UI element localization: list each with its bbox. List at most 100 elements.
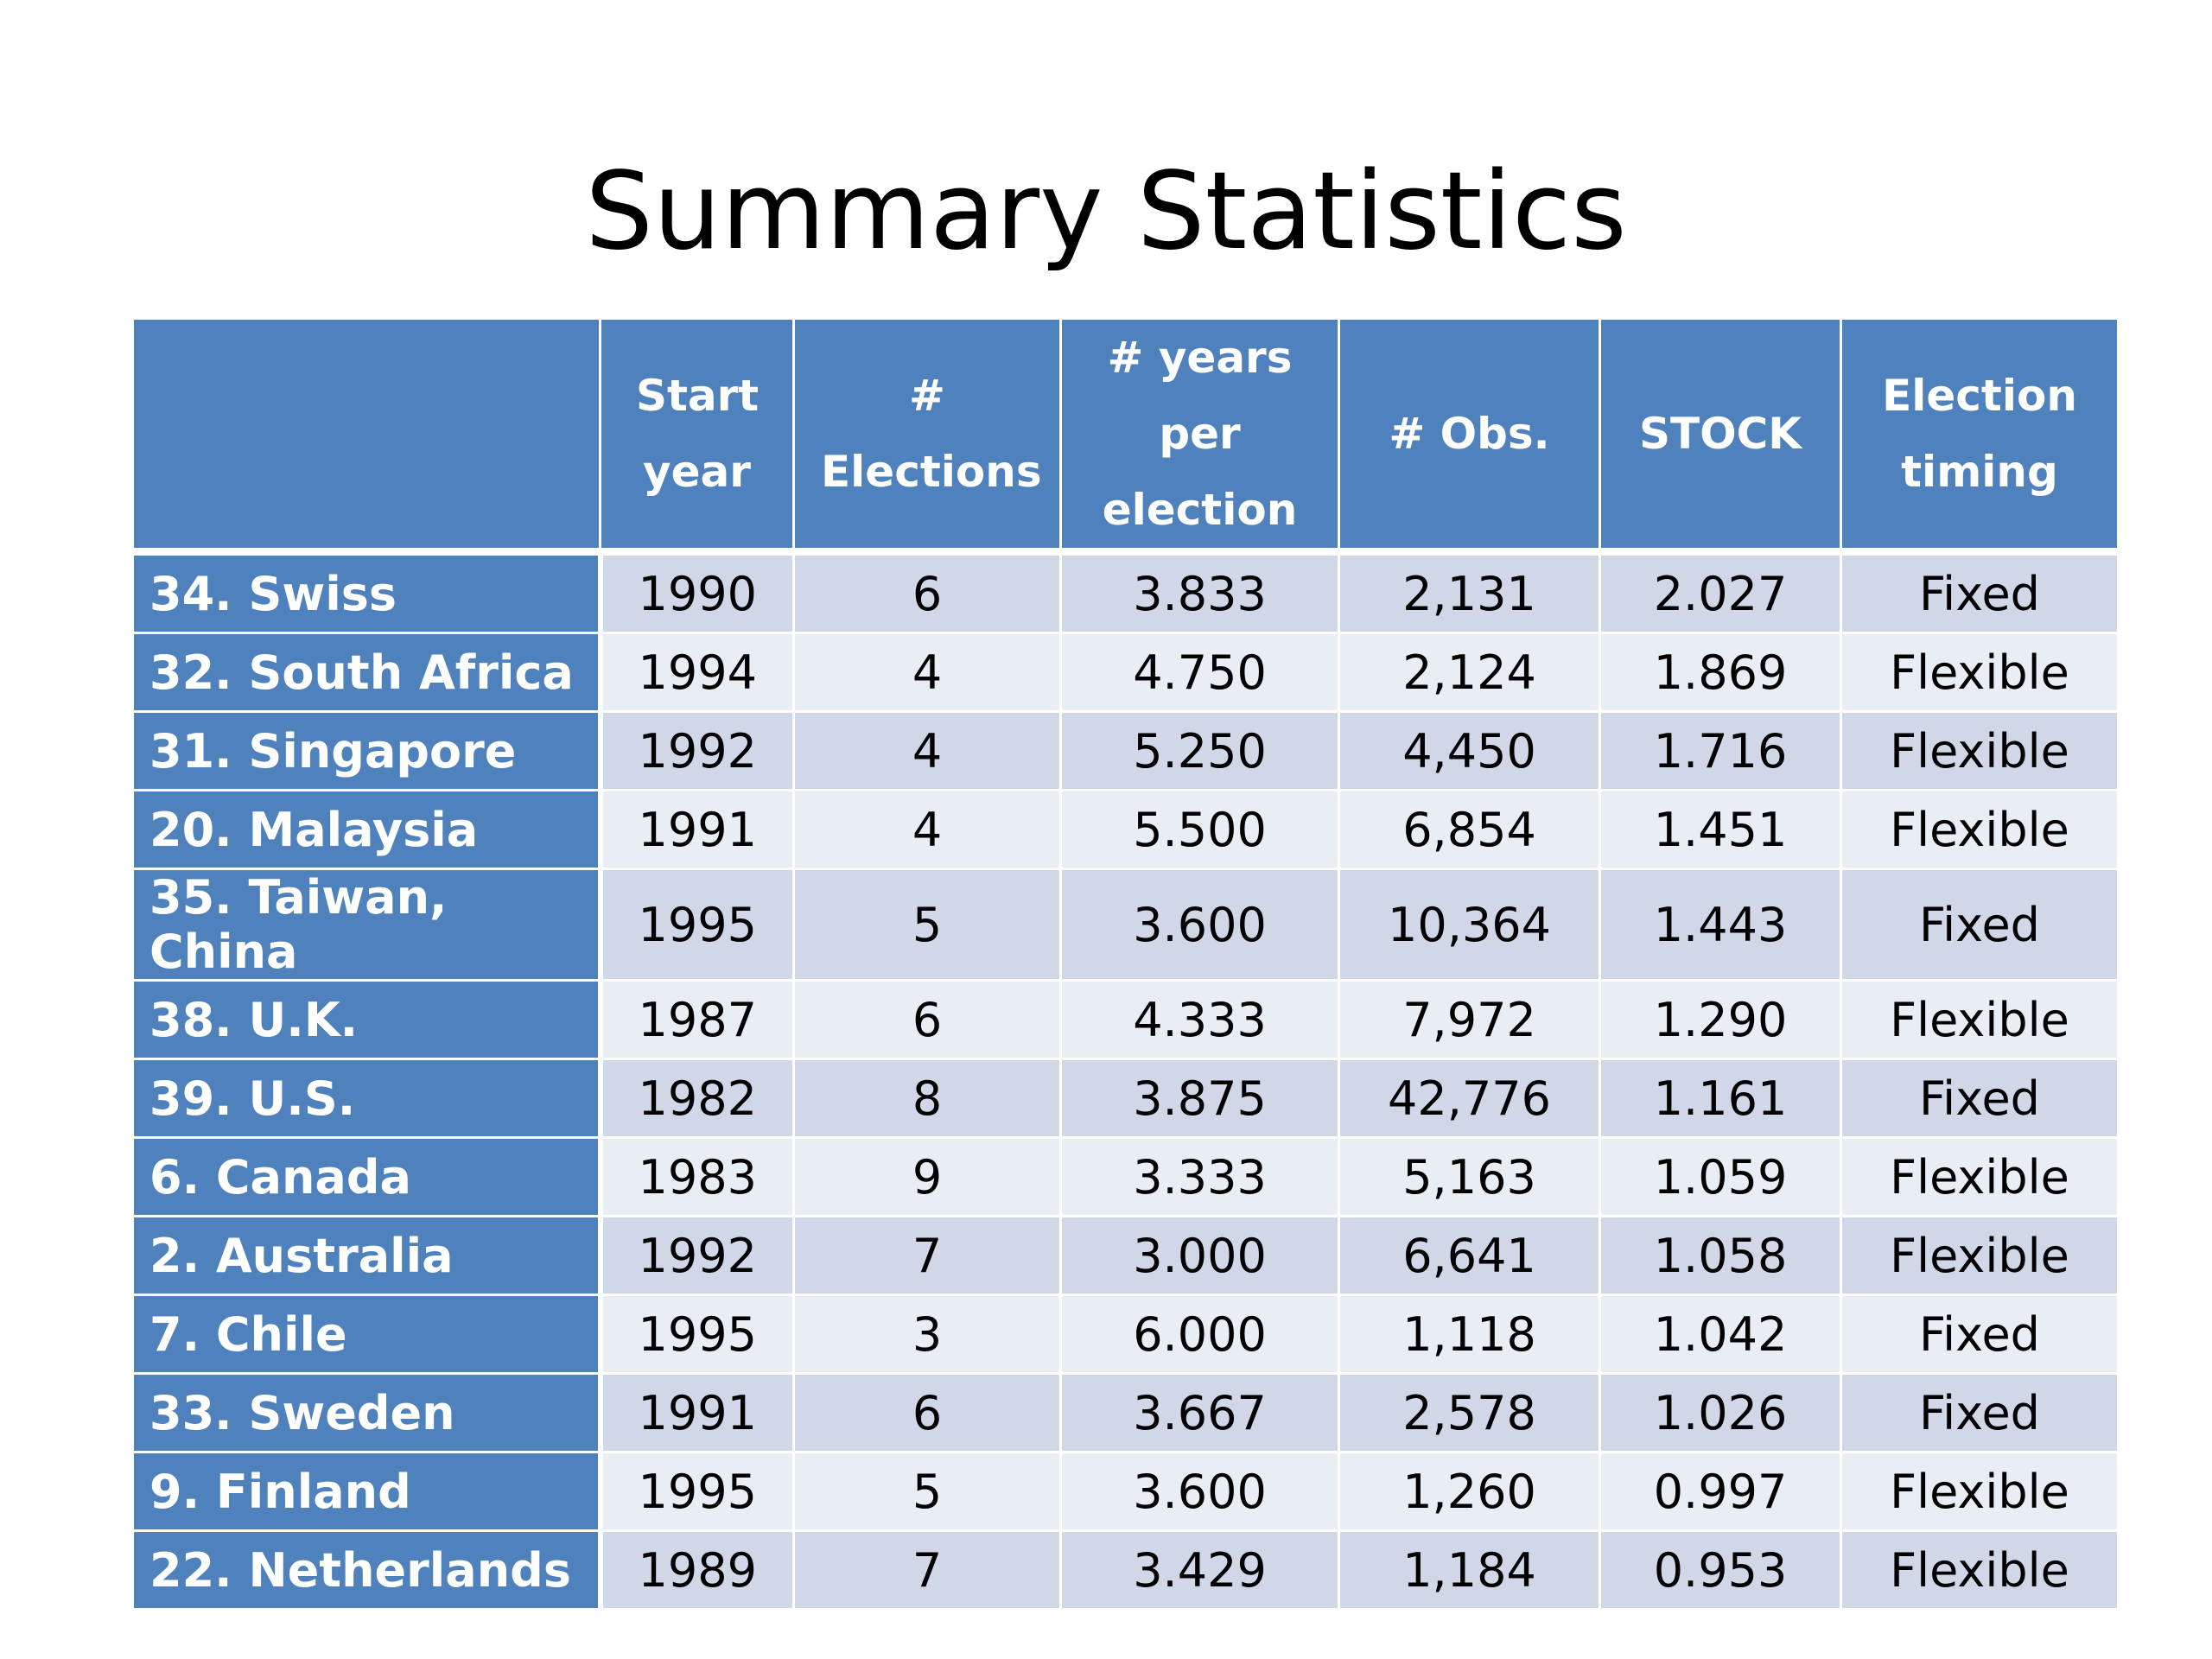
table-row: 22. Netherlands 1989 7 3.429 1,184 0.953 Flexi… [131, 1529, 2120, 1611]
table-row: 33. Sweden 1991 6 3.667 2,578 1.026 Fixed [131, 1372, 2120, 1453]
header-election-timing-label: Election timing [1882, 371, 2077, 497]
header-stock: STOCK [1599, 317, 1842, 556]
cell-years-per-election: 3.000 [1059, 1215, 1340, 1296]
row-label-country: 33. Sweden [131, 1372, 603, 1453]
table-row: 38. U.K. 1987 6 4.333 7,972 1.290 Flexible [131, 979, 2120, 1060]
cell-years-per-election: 4.750 [1059, 632, 1340, 713]
cell-obs: 7,972 [1338, 979, 1601, 1060]
cell-start-year: 1995 [599, 1294, 795, 1375]
cell-start-year: 1987 [599, 979, 795, 1060]
cell-election-timing: Flexible [1840, 710, 2120, 791]
cell-elections: 3 [792, 1294, 1062, 1375]
table-row: 20. Malaysia 1991 4 5.500 6,854 1.451 Flexible [131, 789, 2120, 870]
cell-years-per-election: 4.333 [1059, 979, 1340, 1060]
cell-stock: 1.443 [1599, 868, 1842, 982]
table-row: 34. Swiss 1990 6 3.833 2,131 2.027 Fixed [131, 550, 2120, 634]
cell-obs: 4,450 [1338, 710, 1601, 791]
row-label-country: 35. Taiwan, China [131, 868, 603, 982]
header-start-year: Start year [599, 317, 795, 556]
cell-elections: 4 [792, 710, 1062, 791]
cell-elections: 7 [792, 1529, 1062, 1611]
cell-election-timing: Flexible [1840, 1451, 2120, 1532]
cell-elections: 7 [792, 1215, 1062, 1296]
cell-elections: 5 [792, 868, 1062, 982]
cell-obs: 1,260 [1338, 1451, 1601, 1532]
cell-stock: 1.869 [1599, 632, 1842, 713]
cell-elections: 5 [792, 1451, 1062, 1532]
cell-obs: 6,854 [1338, 789, 1601, 870]
cell-stock: 1.161 [1599, 1058, 1842, 1139]
row-label-country: 34. Swiss [131, 550, 603, 634]
cell-start-year: 1995 [599, 1451, 795, 1532]
cell-election-timing: Flexible [1840, 789, 2120, 870]
cell-obs: 2,124 [1338, 632, 1601, 713]
cell-election-timing: Flexible [1840, 979, 2120, 1060]
cell-years-per-election: 3.333 [1059, 1136, 1340, 1217]
cell-election-timing: Fixed [1840, 1058, 2120, 1139]
cell-stock: 1.042 [1599, 1294, 1842, 1375]
row-label-country: 9. Finland [131, 1451, 603, 1532]
header-country [131, 317, 601, 556]
table-row: 9. Finland 1995 5 3.600 1,260 0.997 Flexible [131, 1451, 2120, 1532]
summary-statistics-table: Start year # Elections # years per elect… [131, 317, 2120, 1611]
table-row: 6. Canada 1983 9 3.333 5,163 1.059 Flexible [131, 1136, 2120, 1217]
cell-stock: 1.026 [1599, 1372, 1842, 1453]
cell-obs: 42,776 [1338, 1058, 1601, 1139]
cell-stock: 0.997 [1599, 1451, 1842, 1532]
row-label-country: 31. Singapore [131, 710, 603, 791]
cell-elections: 4 [792, 632, 1062, 713]
table-row: 35. Taiwan, China 1995 5 3.600 10,364 1.443 Fi… [131, 868, 2120, 982]
table-body: 34. Swiss 1990 6 3.833 2,131 2.027 Fixed 32. So… [131, 550, 2120, 1611]
row-label-country: 22. Netherlands [131, 1529, 603, 1611]
cell-obs: 5,163 [1338, 1136, 1601, 1217]
cell-election-timing: Fixed [1840, 1372, 2120, 1453]
cell-obs: 1,118 [1338, 1294, 1601, 1375]
cell-start-year: 1990 [599, 550, 795, 634]
header-elections: # Elections [792, 317, 1062, 556]
table-row: 39. U.S. 1982 8 3.875 42,776 1.161 Fixed [131, 1058, 2120, 1139]
table-header: Start year # Elections # years per elect… [131, 317, 2120, 556]
cell-election-timing: Flexible [1840, 1529, 2120, 1611]
cell-start-year: 1994 [599, 632, 795, 713]
header-elections-label: # Elections [821, 371, 1042, 497]
cell-elections: 4 [792, 789, 1062, 870]
table-row: 2. Australia 1992 7 3.000 6,641 1.058 Flexible [131, 1215, 2120, 1296]
cell-start-year: 1983 [599, 1136, 795, 1217]
cell-stock: 1.290 [1599, 979, 1842, 1060]
header-obs: # Obs. [1338, 317, 1601, 556]
cell-obs: 10,364 [1338, 868, 1601, 982]
cell-years-per-election: 3.600 [1059, 1451, 1340, 1532]
cell-election-timing: Fixed [1840, 1294, 2120, 1375]
row-label-country: 2. Australia [131, 1215, 603, 1296]
cell-election-timing: Flexible [1840, 1136, 2120, 1217]
cell-years-per-election: 3.600 [1059, 868, 1340, 982]
cell-stock: 1.451 [1599, 789, 1842, 870]
row-label-country: 20. Malaysia [131, 789, 603, 870]
header-start-year-label: Start year [636, 371, 760, 497]
cell-start-year: 1989 [599, 1529, 795, 1611]
cell-years-per-election: 3.833 [1059, 550, 1340, 634]
row-label-country: 6. Canada [131, 1136, 603, 1217]
table-row: 31. Singapore 1992 4 5.250 4,450 1.716 Flexibl… [131, 710, 2120, 791]
cell-election-timing: Fixed [1840, 550, 2120, 634]
header-years-per-election-label: # years per election [1102, 333, 1298, 535]
cell-years-per-election: 5.250 [1059, 710, 1340, 791]
cell-stock: 2.027 [1599, 550, 1842, 634]
cell-start-year: 1991 [599, 789, 795, 870]
table-row: 7. Chile 1995 3 6.000 1,118 1.042 Fixed [131, 1294, 2120, 1375]
cell-start-year: 1992 [599, 1215, 795, 1296]
header-election-timing: Election timing [1840, 317, 2120, 556]
cell-obs: 2,578 [1338, 1372, 1601, 1453]
row-label-country: 38. U.K. [131, 979, 603, 1060]
cell-obs: 6,641 [1338, 1215, 1601, 1296]
row-label-country: 32. South Africa [131, 632, 603, 713]
cell-election-timing: Fixed [1840, 868, 2120, 982]
cell-stock: 0.953 [1599, 1529, 1842, 1611]
cell-years-per-election: 3.875 [1059, 1058, 1340, 1139]
cell-election-timing: Flexible [1840, 1215, 2120, 1296]
header-row: Start year # Elections # years per elect… [131, 317, 2120, 556]
row-label-country: 39. U.S. [131, 1058, 603, 1139]
slide-title: Summary Statistics [585, 149, 1627, 274]
cell-start-year: 1991 [599, 1372, 795, 1453]
cell-elections: 6 [792, 979, 1062, 1060]
